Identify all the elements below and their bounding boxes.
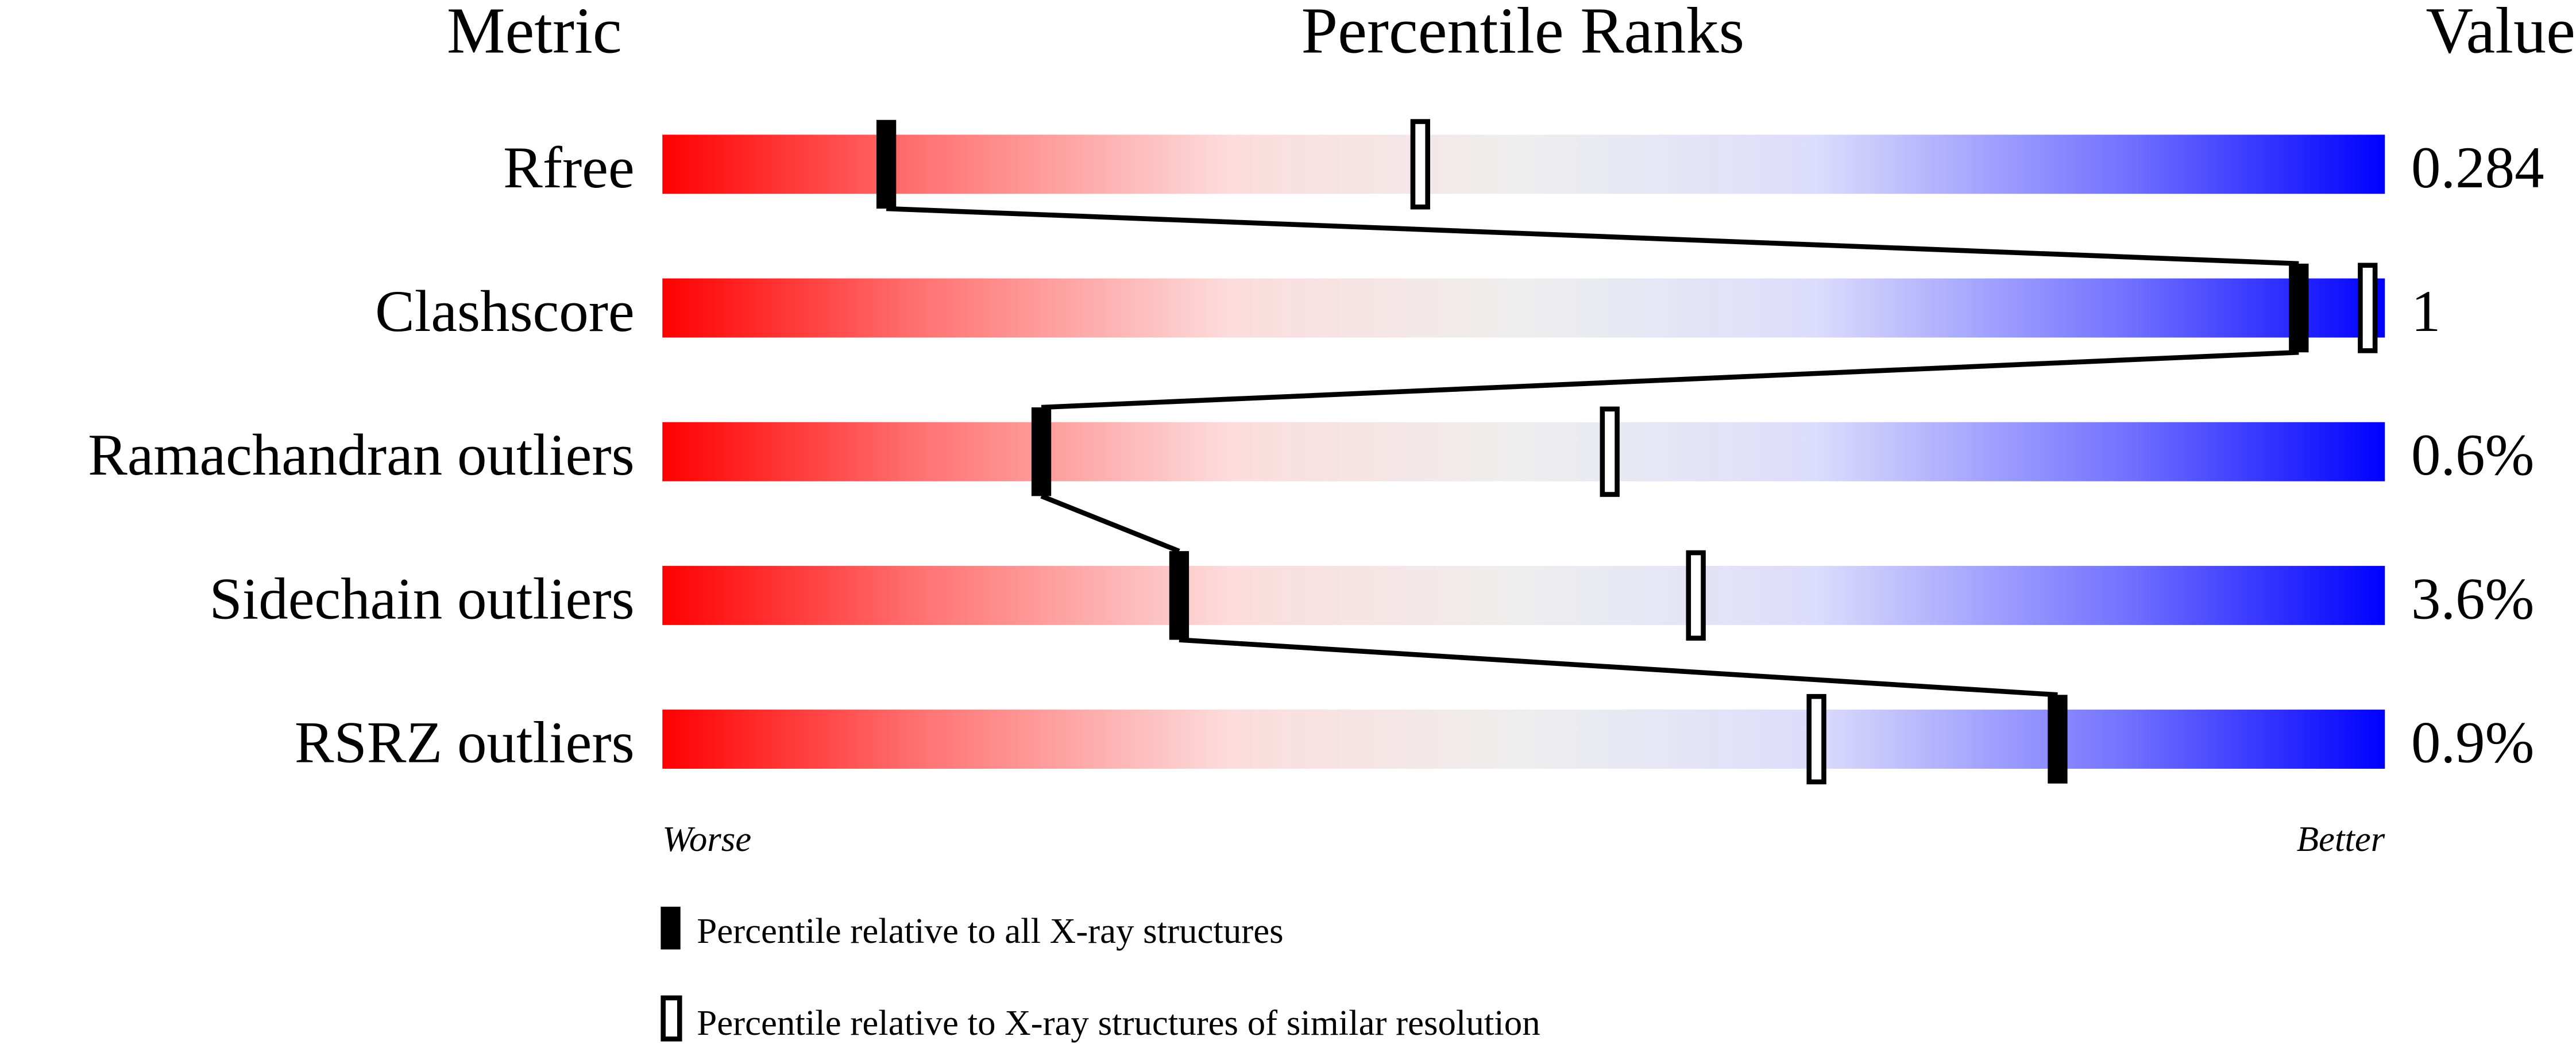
all-structures-marker	[2289, 263, 2309, 353]
metric-label: Ramachandran outliers	[88, 422, 635, 488]
metric-value: 0.9%	[2411, 710, 2534, 776]
metric-value: 3.6%	[2411, 566, 2534, 631]
metric-label: RSRZ outliers	[295, 710, 635, 776]
header-value: Value	[2426, 0, 2575, 67]
percentile-bar	[662, 422, 2385, 481]
percentile-bar	[662, 134, 2385, 194]
legend-similar-label: Percentile relative to X-ray structures …	[697, 1003, 1540, 1043]
metric-value: 1	[2411, 279, 2440, 344]
similar-resolution-marker	[1686, 550, 1706, 641]
similar-resolution-marker	[2358, 263, 2378, 353]
legend-open-marker	[661, 995, 682, 1042]
percentile-bar	[662, 710, 2385, 769]
worse-label: Worse	[662, 819, 751, 859]
connector-line	[1179, 637, 2058, 698]
metric-value: 0.284	[2411, 135, 2544, 201]
all-structures-marker	[1031, 407, 1052, 496]
percentile-bar	[662, 278, 2385, 338]
connector-line	[886, 206, 2299, 267]
header-metric: Metric	[447, 0, 622, 67]
metric-label: Rfree	[503, 135, 635, 201]
all-structures-marker	[1169, 551, 1189, 640]
similar-resolution-marker	[1600, 406, 1620, 497]
legend-filled-marker	[661, 907, 681, 950]
metric-label: Clashscore	[375, 279, 635, 344]
similar-resolution-marker	[1410, 119, 1430, 210]
percentile-bar	[662, 565, 2385, 625]
all-structures-marker	[2048, 695, 2068, 784]
legend-all-label: Percentile relative to all X-ray structu…	[697, 911, 1283, 951]
better-label: Better	[2297, 819, 2385, 859]
header-percentile-ranks: Percentile Ranks	[1301, 0, 1745, 67]
connector-line	[1040, 494, 1180, 554]
all-structures-marker	[876, 120, 897, 209]
similar-resolution-marker	[1806, 693, 1826, 785]
connector-line	[1041, 349, 2299, 410]
metric-label: Sidechain outliers	[209, 566, 634, 631]
metric-value: 0.6%	[2411, 422, 2534, 488]
